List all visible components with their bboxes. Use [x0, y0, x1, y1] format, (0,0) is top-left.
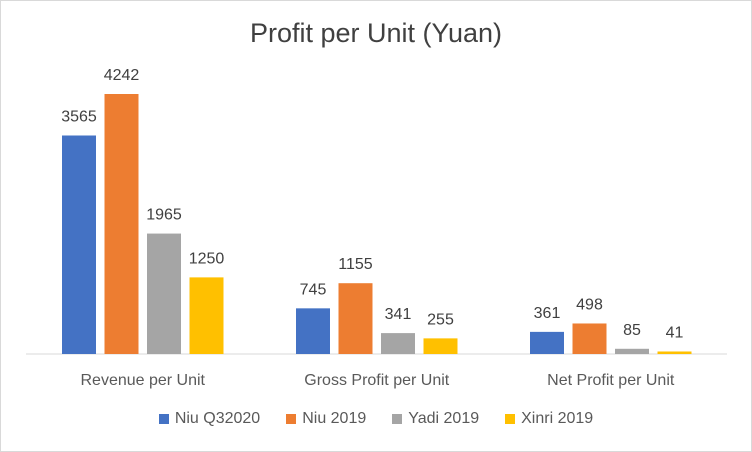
legend-label: Yadi 2019 [408, 410, 480, 427]
data-label: 341 [385, 306, 412, 323]
data-label: 745 [300, 281, 327, 298]
bar [147, 233, 181, 354]
legend: Niu Q32020 Niu 2019 Yadi 2019 Xinri 2019 [0, 410, 752, 428]
chart-title: Profit per Unit (Yuan) [249, 18, 503, 48]
legend-swatch [392, 414, 403, 424]
data-label: 498 [576, 296, 603, 313]
legend-item: Niu Q32020 [158, 410, 261, 428]
data-label: 255 [427, 311, 454, 328]
bar [530, 331, 564, 354]
legend-item: Yadi 2019 [392, 410, 479, 428]
bar [62, 135, 96, 354]
data-label: 1250 [189, 250, 225, 267]
x-tick-label: Gross Profit per Unit [304, 372, 449, 389]
legend-swatch [505, 414, 516, 424]
data-label: 85 [623, 322, 641, 339]
legend-label: Niu Q32020 [174, 410, 261, 427]
legend-swatch [158, 414, 169, 424]
bar [615, 348, 649, 354]
x-tick-label: Revenue per Unit [80, 372, 205, 389]
data-label: 1155 [338, 256, 373, 273]
legend-item: Xinri 2019 [505, 410, 593, 428]
data-label: 3565 [61, 108, 97, 125]
legend-item: Niu 2019 [286, 410, 366, 428]
data-label: 4242 [104, 67, 140, 84]
bar [189, 277, 224, 354]
bar [572, 323, 607, 354]
legend-label: Niu 2019 [302, 410, 367, 427]
legend-swatch [286, 414, 297, 424]
bar [423, 338, 458, 354]
bar [657, 351, 692, 354]
bar [296, 308, 330, 354]
legend-label: Xinri 2019 [521, 410, 594, 427]
x-tick-label: Net Profit per Unit [547, 372, 675, 389]
bar [338, 283, 373, 354]
data-label: 361 [534, 305, 561, 322]
bar [104, 94, 139, 354]
bar [381, 333, 415, 354]
data-label: 41 [666, 324, 684, 341]
data-label: 1965 [146, 207, 182, 224]
